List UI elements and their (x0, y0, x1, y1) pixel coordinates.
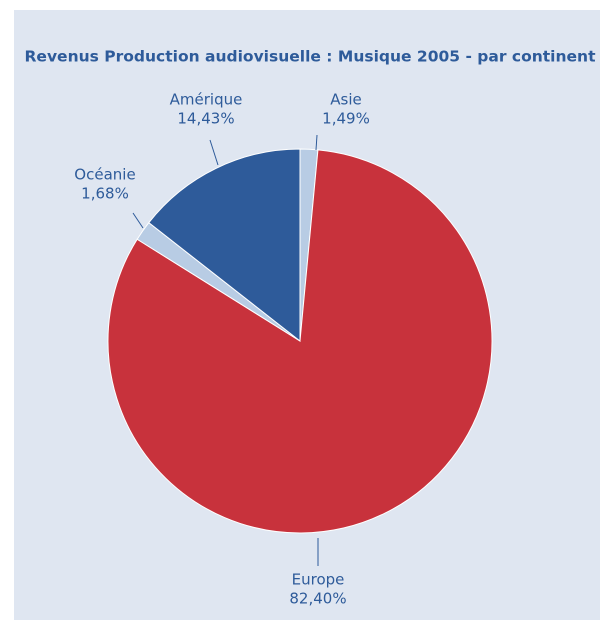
slice-label: Europe (292, 571, 345, 589)
leader-line (315, 134, 318, 151)
slice-label: Asie (330, 91, 361, 109)
slice-value-label: 1,68% (81, 185, 129, 203)
slice-label: Océanie (74, 166, 135, 184)
slice-value-label: 82,40% (289, 590, 346, 608)
pie-slice (148, 148, 301, 343)
slice-label: Amérique (170, 91, 243, 109)
slice-value-label: 14,43% (177, 110, 234, 128)
slice-value-label: 1,49% (322, 110, 370, 128)
leader-line (132, 212, 144, 229)
chart-title: Revenus Production audiovisuelle : Musiq… (25, 48, 597, 66)
leader-line (209, 139, 219, 166)
